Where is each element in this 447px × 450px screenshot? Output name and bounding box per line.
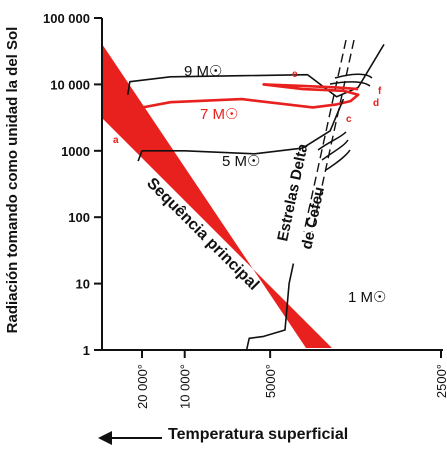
y-tick-label: 1000 [61,144,90,159]
point-label-d: d [373,98,379,109]
y-ticks: 1 10 100 1000 10 000 100 000 [43,11,102,358]
cepheid-label-line2: de Cefeu [298,185,328,251]
series-label-7msun: 7 M☉ [200,106,238,123]
y-tick-label: 10 000 [50,77,90,92]
x-axis-label: Temperatura superficial [168,426,349,443]
evolution-tracks [127,43,385,351]
cepheid-strip-line [311,39,355,233]
x-ticks: 20 000° 10 000° 5000° 2500° [135,350,447,409]
arrow-left-icon [98,431,162,445]
y-tick-label: 10 [76,277,90,292]
series-label-1msun: 1 M☉ [348,289,386,306]
x-tick-label: 20 000° [135,364,150,409]
track-line-2 [137,98,345,162]
point-label-a: a [113,135,119,146]
series-label-5msun: 5 M☉ [222,153,260,170]
series-label-9msun: 9 M☉ [184,63,222,80]
track-line-1 [128,83,360,116]
track-5msun-loops [317,131,351,171]
y-tick-label: 1 [83,343,90,358]
x-tick-label: 5000° [263,364,278,398]
point-label-f: f [378,86,382,97]
x-tick-label: 2500° [434,364,447,398]
point-label-c: c [346,114,352,125]
track-9msun-loops [329,73,373,87]
point-label-e: e [292,69,298,80]
cepheid-strip [303,39,355,233]
x-tick-label: 10 000° [178,364,193,409]
y-tick-label: 100 000 [43,11,90,26]
cepheid-strip-line [303,39,347,233]
y-tick-label: 100 [68,210,90,225]
track-line-3 [245,263,295,351]
y-axis-label: Radiación tomando como unidad la del Sol [4,26,21,334]
point-label-b: b [106,90,112,101]
axes [100,18,443,351]
main-sequence-label: Sequência principal [143,175,262,294]
